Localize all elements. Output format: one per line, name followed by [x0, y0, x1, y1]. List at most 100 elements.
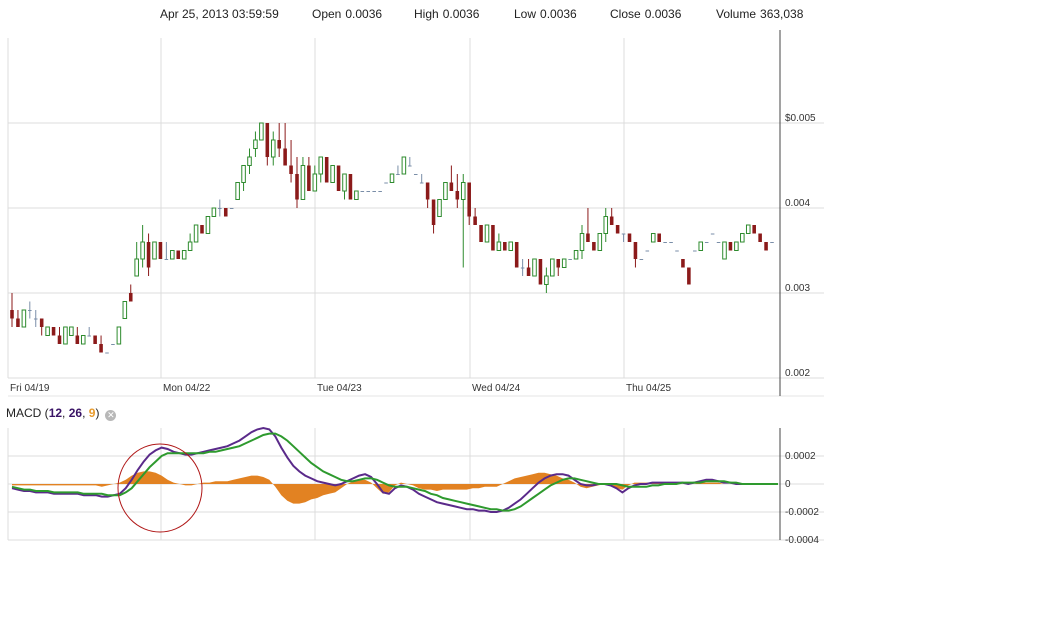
candle-body — [241, 165, 246, 183]
candle-body — [389, 173, 395, 183]
candle-body — [431, 199, 436, 225]
candle-body — [681, 259, 685, 268]
candle-body — [396, 174, 400, 175]
candle-body — [449, 182, 454, 191]
candle-body — [318, 156, 324, 175]
ohlc-volume: Volume 363,038 — [716, 7, 803, 21]
candle-body — [75, 335, 80, 344]
candle-body — [460, 182, 466, 200]
candle-body — [57, 335, 62, 344]
candle-body — [111, 344, 115, 345]
candle-body — [621, 233, 626, 235]
candle-body — [289, 165, 293, 174]
macd-y-tick-label: 0.0002 — [785, 451, 816, 462]
candle-body — [491, 225, 495, 251]
price-chart[interactable]: $0.005 0.004 0.003 0.002 Fri 04/19 Mon 04/22 T… — [0, 30, 830, 400]
candle-body — [69, 326, 74, 336]
macd-fast-period: 12 — [48, 406, 63, 420]
macd-chart[interactable]: 0.0002 0 -0.0002 -0.0004 — [0, 424, 830, 548]
candle-body — [592, 242, 596, 251]
candle-body — [603, 216, 609, 234]
price-x-tick-label: Tue 04/23 — [317, 383, 362, 394]
candle-body — [360, 191, 365, 192]
candle-body — [140, 241, 145, 260]
macd-line — [11, 426, 778, 513]
candle-body — [134, 258, 139, 277]
candle-body — [324, 157, 329, 183]
candle-body — [770, 242, 774, 243]
candle-body — [568, 259, 572, 260]
candle-body — [758, 233, 762, 242]
candle-body — [277, 140, 281, 149]
candle-body — [514, 242, 519, 268]
price-x-tick-label: Wed 04/24 — [472, 383, 521, 394]
ohlc-close: Close 0.0036 — [610, 7, 681, 21]
candle-body — [312, 173, 318, 192]
candle-body — [716, 242, 721, 243]
candle-body — [645, 250, 650, 252]
candle-body — [372, 191, 376, 192]
candle-body — [609, 216, 614, 225]
candle-body — [247, 156, 252, 166]
candle-body — [10, 310, 14, 319]
candle-body — [520, 267, 525, 269]
low-value: 0.0036 — [540, 7, 577, 21]
candle-body — [181, 250, 187, 260]
candle-body — [633, 242, 638, 259]
candle-body — [33, 318, 38, 320]
candle-body — [218, 208, 222, 209]
candle-body — [408, 165, 412, 167]
candle-body — [87, 335, 91, 337]
candle-body — [384, 182, 388, 184]
candle-body — [152, 241, 157, 260]
candle-body — [728, 242, 733, 251]
candle-body — [544, 275, 549, 285]
candle-body — [99, 344, 103, 353]
price-y-tick-label: 0.002 — [785, 368, 810, 379]
candle-body — [639, 259, 644, 260]
candle-body — [330, 165, 335, 183]
candle-body — [187, 241, 193, 251]
candle-body — [764, 242, 768, 251]
candle-body — [657, 233, 661, 242]
candle-body — [650, 233, 656, 243]
candle-body — [455, 191, 460, 200]
candle-body — [669, 242, 673, 243]
candle-body — [229, 208, 234, 209]
candle-body — [419, 182, 424, 184]
price-y-tick-label: 0.003 — [785, 283, 810, 294]
candle-body — [443, 182, 448, 200]
candle-body — [283, 148, 287, 166]
candle-body — [586, 233, 590, 242]
price-x-tick-label: Mon 04/22 — [163, 383, 211, 394]
candle-body — [704, 242, 709, 243]
candle-body — [45, 326, 50, 336]
candle-body — [378, 191, 382, 192]
price-y-tick-label: 0.004 — [785, 198, 810, 209]
macd-histogram — [12, 471, 778, 504]
candle-body — [740, 233, 745, 243]
candle-body — [265, 123, 270, 157]
candle-body — [176, 250, 181, 259]
remove-indicator-icon[interactable]: ✕ — [105, 410, 117, 421]
candle-body — [253, 139, 258, 149]
macd-y-tick-label: -0.0002 — [785, 507, 819, 518]
candle-body — [295, 174, 299, 200]
candle-body — [745, 224, 751, 234]
macd-y-tick-label: 0 — [785, 479, 791, 490]
candle-body — [16, 318, 20, 327]
price-y-tick-label: $0.005 — [785, 113, 816, 124]
volume-label: Volume — [716, 7, 757, 21]
high-value: 0.0036 — [442, 7, 480, 21]
candle-body — [158, 242, 163, 259]
candle-body — [366, 191, 371, 192]
candle-body — [122, 301, 128, 319]
open-label: Open — [312, 7, 342, 21]
candle-body — [146, 242, 151, 268]
candle-body — [235, 182, 240, 200]
macd-y-tick-label: -0.0004 — [785, 535, 819, 546]
candle-body — [51, 327, 56, 336]
high-label: High — [414, 7, 439, 21]
open-value: 0.0036 — [345, 7, 383, 21]
candle-body — [93, 335, 97, 344]
